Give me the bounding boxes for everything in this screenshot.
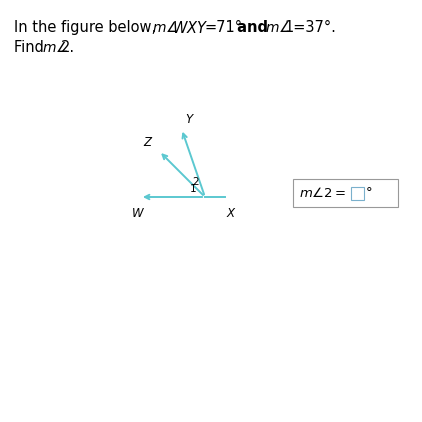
Text: $m\angle$: $m\angle$ — [152, 20, 179, 35]
Text: Find: Find — [14, 40, 49, 55]
Text: 1: 1 — [190, 184, 197, 194]
Text: W: W — [132, 207, 144, 220]
Bar — [351, 187, 364, 200]
Text: Y: Y — [186, 113, 193, 126]
Text: X: X — [227, 207, 235, 220]
Text: $m\angle$: $m\angle$ — [265, 20, 292, 35]
Text: $m\angle 2 =$: $m\angle 2 =$ — [299, 186, 346, 200]
Text: Z: Z — [143, 136, 151, 149]
Bar — [293, 179, 398, 207]
Text: °: ° — [366, 187, 373, 200]
Text: In the figure below,: In the figure below, — [14, 20, 161, 35]
Text: 1=37°.: 1=37°. — [284, 20, 336, 35]
Text: $m\angle$: $m\angle$ — [42, 40, 68, 55]
Text: and: and — [232, 20, 273, 35]
Text: $\it{WXY}$: $\it{WXY}$ — [172, 20, 208, 36]
Text: 2: 2 — [192, 177, 199, 187]
Text: =71°: =71° — [205, 20, 243, 35]
Text: 2.: 2. — [61, 40, 75, 55]
